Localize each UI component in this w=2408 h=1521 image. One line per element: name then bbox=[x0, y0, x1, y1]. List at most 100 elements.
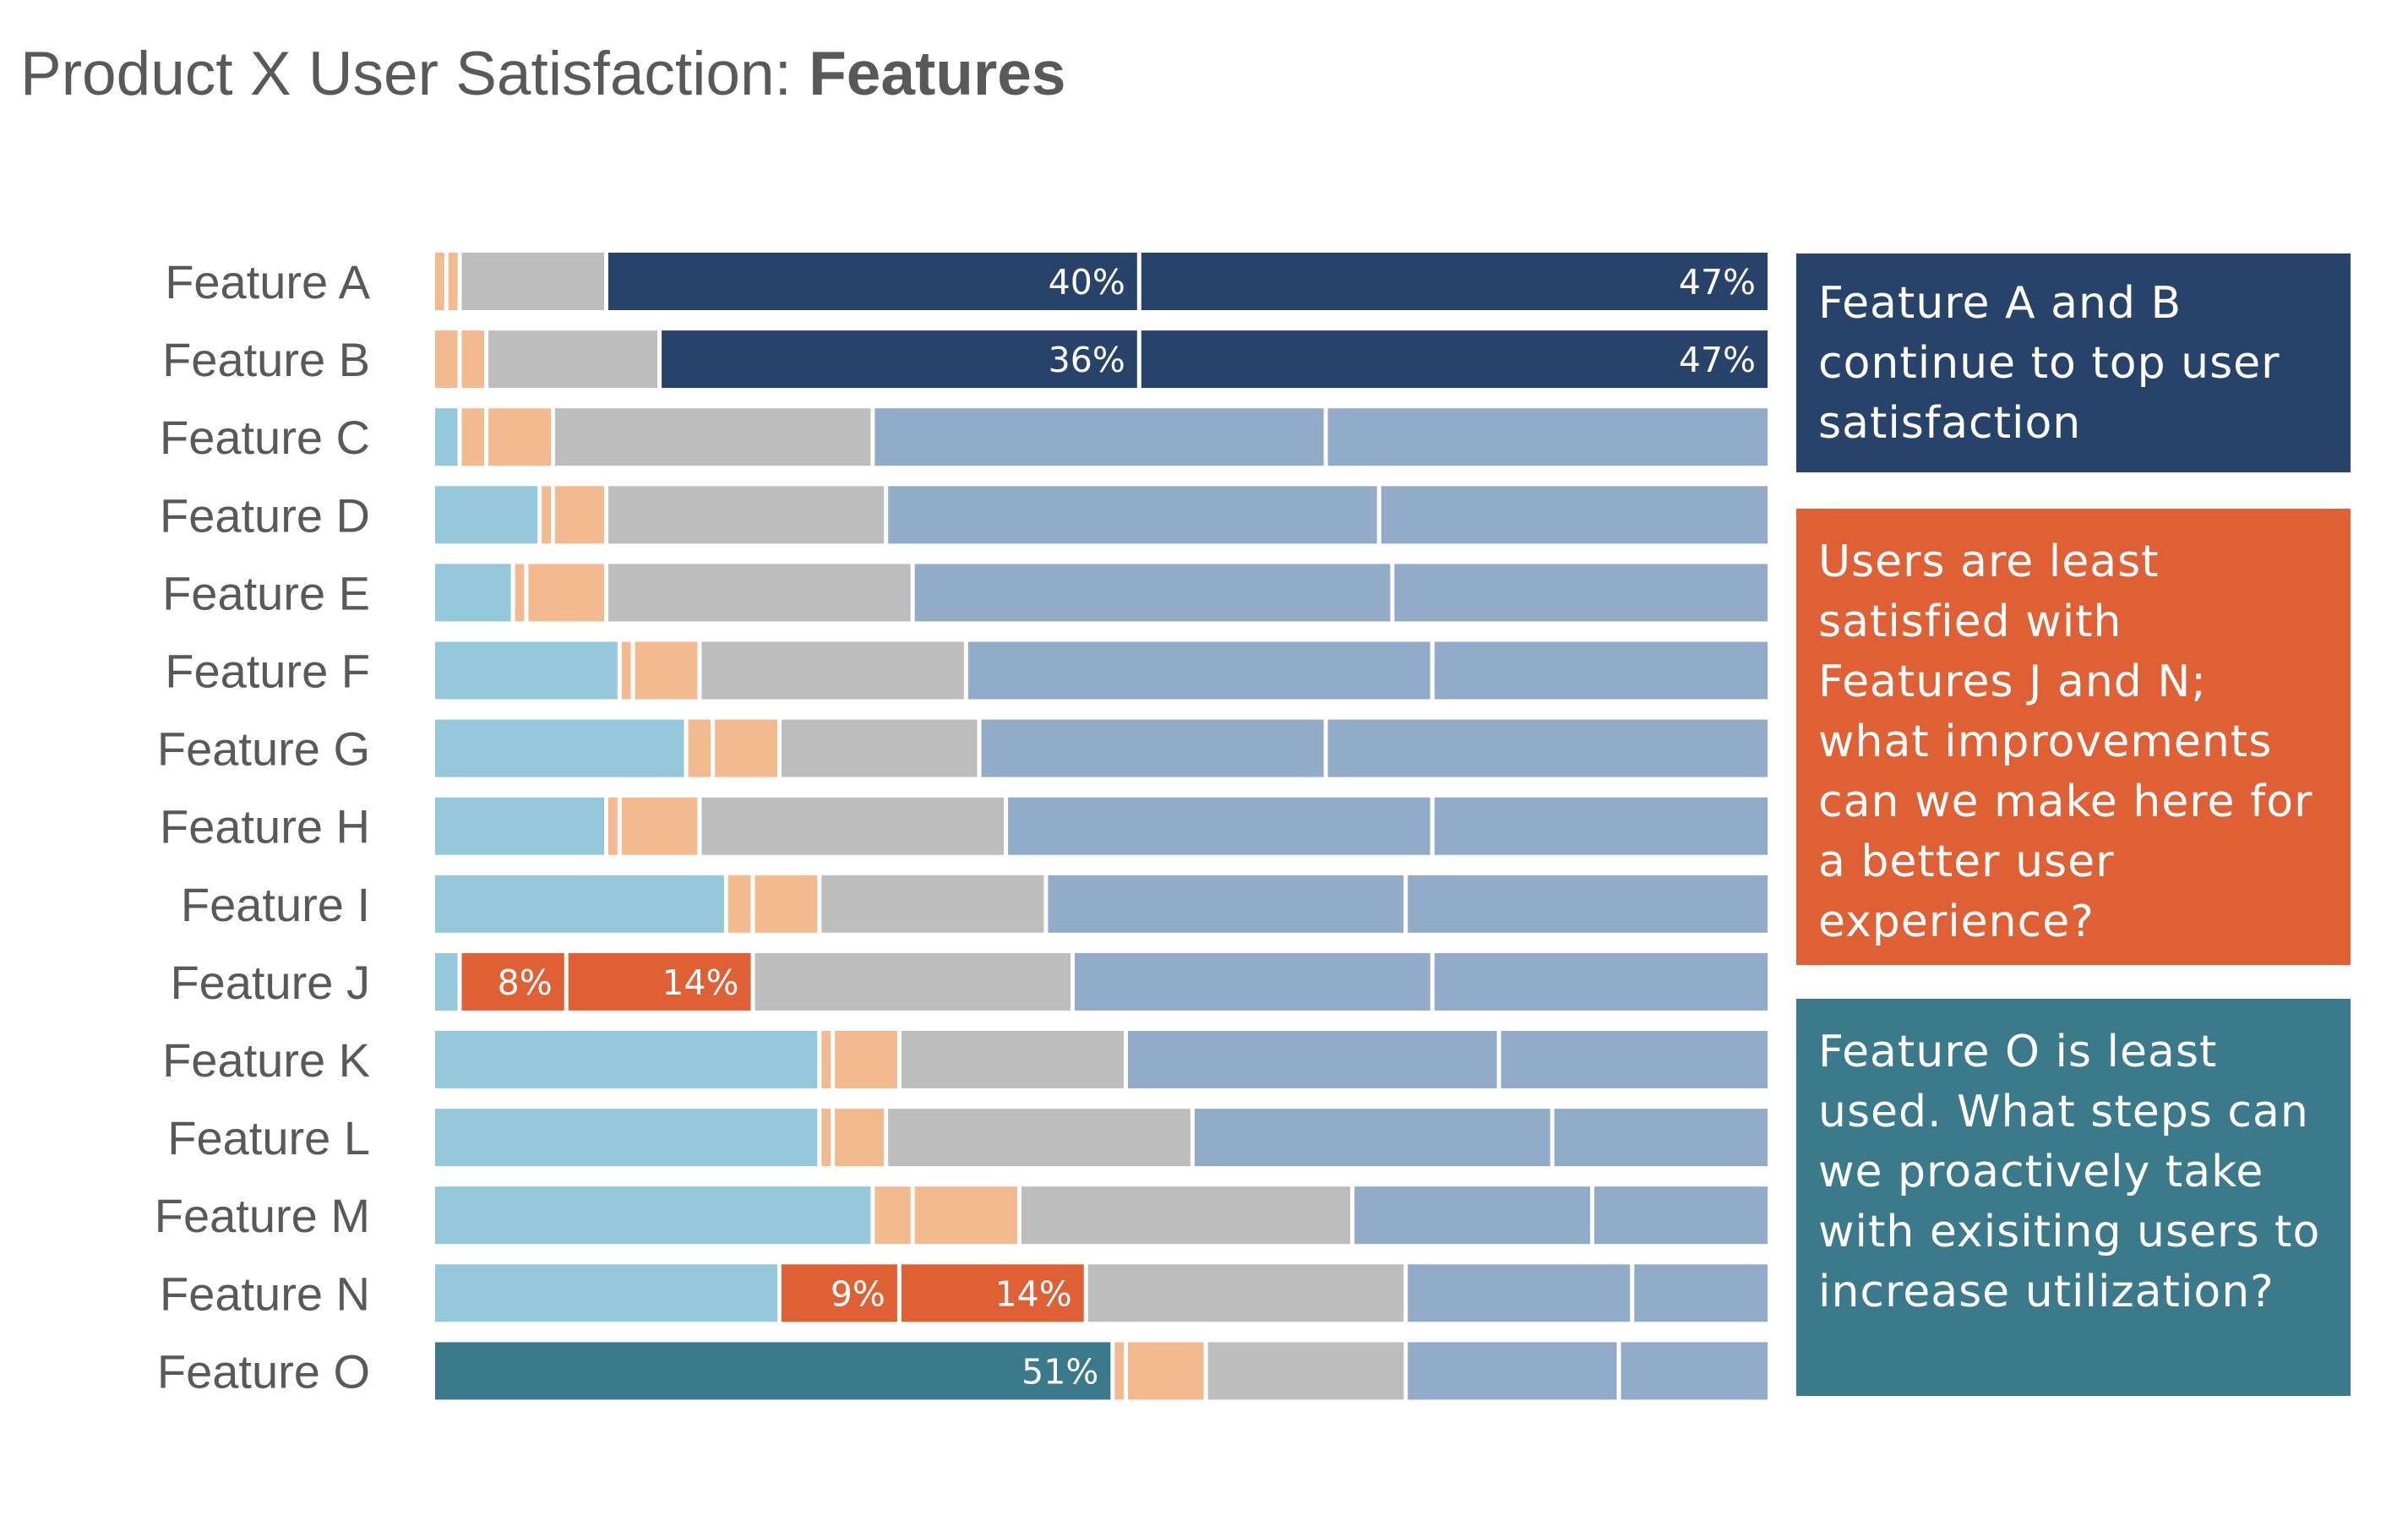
bar-segment-feature-n-s4 bbox=[1408, 1264, 1631, 1322]
callout-least-used-text: Feature O is least used. What steps can … bbox=[1818, 1027, 2321, 1317]
bar-segment-feature-b-s1 bbox=[435, 330, 458, 389]
bar-segment-feature-m-s2 bbox=[914, 1186, 1017, 1245]
category-label-feature-l: Feature L bbox=[167, 1111, 370, 1164]
category-label-feature-k: Feature K bbox=[162, 1033, 370, 1087]
bar-segment-feature-n-s3 bbox=[1087, 1264, 1404, 1322]
callout-least-satisfied: Users are least satisfied with Features … bbox=[1796, 509, 2351, 965]
bar-segment-feature-l-s2 bbox=[835, 1109, 885, 1167]
category-label-feature-m: Feature M bbox=[155, 1189, 370, 1242]
bar-segment-feature-n-s1 bbox=[782, 1264, 897, 1322]
bar-segment-feature-a-s1 bbox=[435, 253, 444, 310]
bar-segment-feature-k-s5 bbox=[1501, 1031, 1768, 1088]
bar-segment-feature-e-s2 bbox=[528, 564, 604, 622]
category-label-feature-n: Feature N bbox=[160, 1267, 370, 1320]
bar-segment-feature-b-s2 bbox=[461, 330, 484, 389]
bar-segment-feature-c-s4 bbox=[874, 408, 1324, 466]
bar-segment-feature-m-s0 bbox=[435, 1186, 871, 1245]
chart-title: Product X User Satisfaction: Features bbox=[20, 39, 1066, 109]
bar-segment-feature-f-s1 bbox=[621, 641, 631, 700]
data-label-feature-n-s1: 9% bbox=[831, 1273, 885, 1314]
bar-segment-feature-l-s5 bbox=[1554, 1109, 1768, 1167]
data-label-feature-a-s5: 47% bbox=[1679, 262, 1756, 303]
bar-segment-feature-g-s3 bbox=[782, 719, 978, 777]
bar-segment-feature-o-s0 bbox=[435, 1342, 1111, 1400]
bar-segment-feature-c-s0 bbox=[435, 408, 458, 466]
data-label-feature-j-s2: 14% bbox=[662, 962, 738, 1003]
chart-title-emphasis: Features bbox=[809, 40, 1066, 108]
bar-segment-feature-k-s1 bbox=[821, 1031, 831, 1088]
bar-segment-feature-o-s1 bbox=[1114, 1342, 1125, 1400]
bar-segment-feature-m-s5 bbox=[1594, 1186, 1768, 1245]
bar-segment-feature-c-s3 bbox=[554, 408, 871, 466]
bar-segment-feature-g-s0 bbox=[435, 719, 684, 777]
bar-segment-feature-h-s4 bbox=[1008, 797, 1430, 855]
category-label-feature-o: Feature O bbox=[157, 1344, 370, 1398]
bar-segment-feature-n-s2 bbox=[901, 1264, 1084, 1322]
category-label-feature-h: Feature H bbox=[160, 800, 370, 853]
chart-title-main: Product X User Satisfaction: bbox=[20, 40, 809, 108]
bar-segment-feature-n-s0 bbox=[435, 1264, 777, 1322]
bar-segment-feature-d-s5 bbox=[1381, 486, 1768, 544]
bar-segment-feature-b-s4 bbox=[662, 330, 1137, 389]
bar-segment-feature-i-s4 bbox=[1048, 875, 1404, 933]
bar-segment-feature-j-s1 bbox=[461, 952, 564, 1011]
bar-segment-feature-h-s0 bbox=[435, 797, 604, 855]
bar-segment-feature-a-s2 bbox=[448, 253, 458, 310]
bar-segment-feature-f-s2 bbox=[635, 641, 698, 700]
data-label-feature-j-s1: 8% bbox=[498, 962, 553, 1003]
callout-least-satisfied-text: Users are least satisfied with Features … bbox=[1818, 537, 2313, 947]
bar-segment-feature-j-s5 bbox=[1434, 952, 1768, 1011]
category-label-feature-d: Feature D bbox=[160, 488, 370, 542]
category-label-feature-i: Feature I bbox=[181, 878, 370, 931]
bar-segment-feature-d-s1 bbox=[542, 486, 551, 544]
data-label-feature-b-s4: 36% bbox=[1049, 340, 1125, 380]
bar-segment-feature-o-s2 bbox=[1128, 1342, 1204, 1400]
callout-top-features: Feature A and B continue to top user sat… bbox=[1796, 254, 2351, 472]
bar-segment-feature-d-s4 bbox=[888, 486, 1377, 544]
bar-segment-feature-c-s5 bbox=[1327, 408, 1768, 466]
bar-segment-feature-o-s3 bbox=[1207, 1342, 1404, 1400]
bar-segment-feature-j-s2 bbox=[568, 952, 751, 1011]
bar-segment-feature-i-s5 bbox=[1408, 875, 1768, 933]
bar-segment-feature-e-s0 bbox=[435, 564, 511, 622]
bar-segment-feature-a-s4 bbox=[608, 253, 1137, 310]
data-label-feature-b-s5: 47% bbox=[1679, 340, 1756, 380]
bar-segment-feature-h-s1 bbox=[608, 797, 618, 855]
category-label-feature-c: Feature C bbox=[160, 411, 370, 464]
bar-segment-feature-i-s0 bbox=[435, 875, 724, 933]
bar-segment-feature-k-s4 bbox=[1128, 1031, 1497, 1088]
category-label-feature-e: Feature E bbox=[162, 566, 370, 619]
callout-top-features-text: Feature A and B continue to top user sat… bbox=[1818, 278, 2280, 449]
bar-segment-feature-d-s0 bbox=[435, 486, 538, 544]
bar-segment-feature-m-s1 bbox=[874, 1186, 911, 1245]
bar-segment-feature-d-s3 bbox=[608, 486, 885, 544]
bar-segment-feature-e-s3 bbox=[608, 564, 911, 622]
bar-segment-feature-e-s1 bbox=[515, 564, 525, 622]
bar-segment-feature-b-s3 bbox=[488, 330, 658, 389]
bar-segment-feature-c-s2 bbox=[488, 408, 551, 466]
category-label-feature-b: Feature B bbox=[162, 333, 370, 386]
bar-segment-feature-j-s3 bbox=[755, 952, 1071, 1011]
bar-segment-feature-g-s2 bbox=[715, 719, 777, 777]
bar-segment-feature-f-s4 bbox=[967, 641, 1430, 700]
bar-segment-feature-o-s4 bbox=[1408, 1342, 1617, 1400]
bar-segment-feature-g-s5 bbox=[1327, 719, 1768, 777]
data-label-feature-n-s2: 14% bbox=[995, 1273, 1072, 1314]
bar-segment-feature-i-s2 bbox=[755, 875, 818, 933]
category-label-feature-a: Feature A bbox=[165, 255, 370, 308]
category-label-feature-g: Feature G bbox=[157, 722, 370, 776]
bar-segment-feature-k-s2 bbox=[835, 1031, 897, 1088]
bar-segment-feature-n-s5 bbox=[1634, 1264, 1768, 1322]
bar-segment-feature-b-s5 bbox=[1141, 330, 1768, 389]
bar-segment-feature-f-s5 bbox=[1434, 641, 1768, 700]
bar-segment-feature-h-s3 bbox=[701, 797, 1005, 855]
data-label-feature-o-s0: 51% bbox=[1021, 1351, 1098, 1392]
bar-segment-feature-j-s4 bbox=[1075, 952, 1430, 1011]
bar-segment-feature-d-s2 bbox=[554, 486, 604, 544]
bar-segment-feature-j-s0 bbox=[435, 952, 458, 1011]
bar-segment-feature-l-s3 bbox=[888, 1109, 1190, 1167]
category-label-feature-j: Feature J bbox=[170, 956, 370, 1009]
bar-segment-feature-o-s5 bbox=[1621, 1342, 1768, 1400]
bar-segment-feature-a-s3 bbox=[461, 253, 604, 310]
